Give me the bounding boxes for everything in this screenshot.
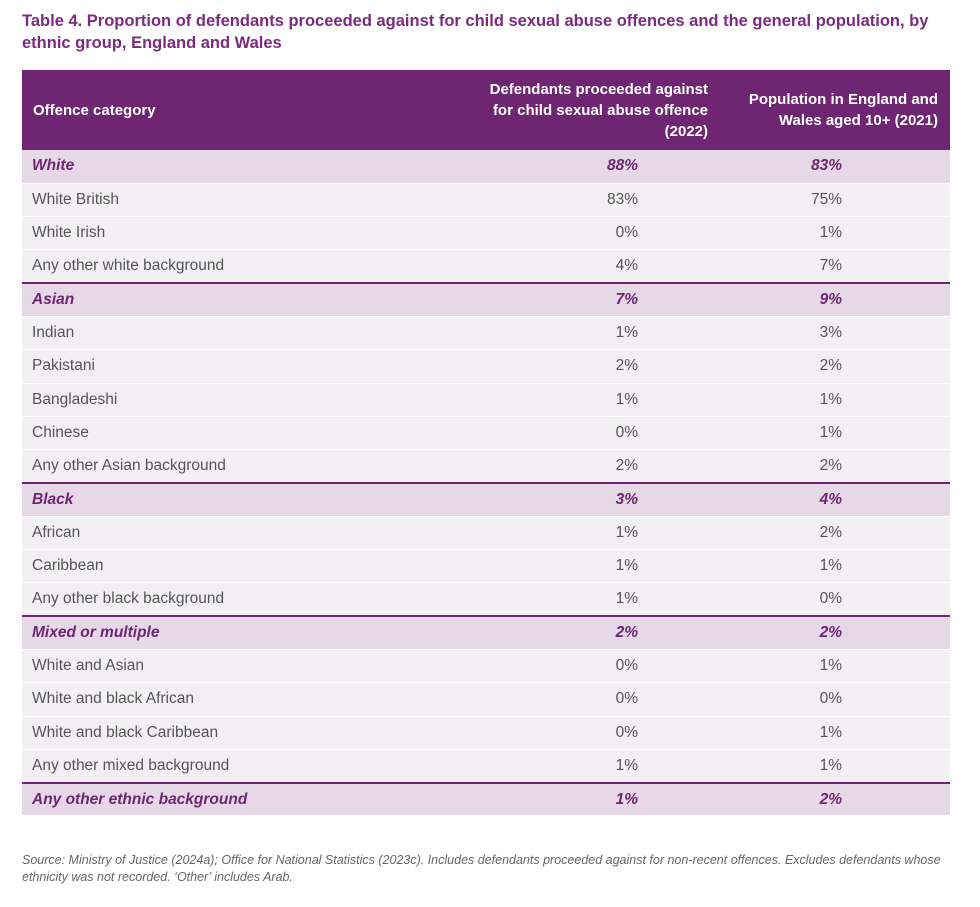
table-row: White and black Caribbean 0% 1% [22, 716, 950, 750]
table-row: Pakistani 2% 2% [22, 349, 950, 384]
population-cell: 83% [720, 150, 950, 184]
population-cell: 1% [720, 549, 950, 584]
defendants-cell: 0% [477, 649, 720, 684]
population-cell: 4% [720, 481, 950, 517]
defendants-cell: 0% [477, 716, 720, 750]
row-label: Black [22, 481, 477, 517]
row-label: Mixed or multiple [22, 615, 477, 650]
table-row: White Irish 0% 1% [22, 216, 950, 251]
row-label: Bangladeshi [22, 383, 477, 417]
group-row: Black 3% 4% [22, 481, 950, 517]
table-header-row: Offence category Defendants proceeded ag… [22, 70, 950, 150]
population-cell: 1% [720, 649, 950, 684]
table-row: Any other white background 4% 7% [22, 249, 950, 284]
defendants-cell: 2% [477, 349, 720, 384]
table-row: Indian 1% 3% [22, 316, 950, 351]
row-label: Any other mixed background [22, 749, 477, 784]
row-label: Any other ethnic background [22, 781, 477, 817]
defendants-cell: 1% [477, 516, 720, 551]
defendants-cell: 1% [477, 781, 720, 817]
row-label: African [22, 516, 477, 551]
population-cell: 2% [720, 615, 950, 650]
group-row: Asian 7% 9% [22, 282, 950, 317]
table-title: Table 4. Proportion of defendants procee… [22, 12, 929, 52]
row-label: White Irish [22, 216, 477, 251]
row-label: Pakistani [22, 349, 477, 384]
table-row: White and black African 0% 0% [22, 682, 950, 717]
defendants-cell: 1% [477, 582, 720, 617]
table-row: Any other black background 1% 0% [22, 582, 950, 617]
table-row: Chinese 0% 1% [22, 416, 950, 451]
row-label: White [22, 150, 477, 184]
defendants-cell: 2% [477, 449, 720, 484]
defendants-cell: 0% [477, 216, 720, 251]
row-label: Chinese [22, 416, 477, 451]
row-label: Any other Asian background [22, 449, 477, 484]
defendants-cell: 0% [477, 682, 720, 717]
table-row: Any other Asian background 2% 2% [22, 449, 950, 484]
defendants-cell: 1% [477, 383, 720, 417]
defendants-cell: 1% [477, 316, 720, 351]
defendants-cell: 1% [477, 549, 720, 584]
population-cell: 2% [720, 781, 950, 817]
population-cell: 0% [720, 682, 950, 717]
row-label: Caribbean [22, 549, 477, 584]
table-row: White and Asian 0% 1% [22, 649, 950, 684]
ethnicity-table: Offence category Defendants proceeded ag… [22, 70, 950, 817]
row-label: Any other white background [22, 249, 477, 284]
table-row: Bangladeshi 1% 1% [22, 383, 950, 417]
row-label: Asian [22, 282, 477, 317]
population-cell: 7% [720, 249, 950, 284]
defendants-cell: 4% [477, 249, 720, 284]
population-cell: 1% [720, 383, 950, 417]
source-note: Source: Ministry of Justice (2024a); Off… [22, 853, 941, 884]
population-cell: 2% [720, 516, 950, 551]
header-population: Population in England and Wales aged 10+… [720, 70, 950, 150]
row-label: White and black African [22, 682, 477, 717]
table-row: Caribbean 1% 1% [22, 549, 950, 584]
row-label: Indian [22, 316, 477, 351]
population-cell: 9% [720, 282, 950, 317]
header-offence-category: Offence category [22, 70, 477, 150]
row-label: White British [22, 183, 477, 218]
defendants-cell: 7% [477, 282, 720, 317]
row-label: Any other black background [22, 582, 477, 617]
population-cell: 0% [720, 582, 950, 617]
defendants-cell: 0% [477, 416, 720, 451]
population-cell: 2% [720, 449, 950, 484]
population-cell: 1% [720, 716, 950, 750]
group-row: White 88% 83% [22, 150, 950, 184]
table-row: African 1% 2% [22, 516, 950, 551]
population-cell: 1% [720, 216, 950, 251]
defendants-cell: 88% [477, 150, 720, 184]
row-label: White and black Caribbean [22, 716, 477, 750]
defendants-cell: 3% [477, 481, 720, 517]
header-defendants: Defendants proceeded against for child s… [477, 70, 720, 150]
table-body: White 88% 83% White British 83% 75% White Iris… [22, 150, 950, 817]
defendants-cell: 1% [477, 749, 720, 784]
defendants-cell: 83% [477, 183, 720, 218]
population-cell: 1% [720, 749, 950, 784]
table-row: White British 83% 75% [22, 183, 950, 218]
population-cell: 3% [720, 316, 950, 351]
table-row: Any other mixed background 1% 1% [22, 749, 950, 784]
population-cell: 2% [720, 349, 950, 384]
group-row: Any other ethnic background 1% 2% [22, 781, 950, 817]
row-label: White and Asian [22, 649, 477, 684]
defendants-cell: 2% [477, 615, 720, 650]
group-row: Mixed or multiple 2% 2% [22, 615, 950, 650]
population-cell: 75% [720, 183, 950, 218]
population-cell: 1% [720, 416, 950, 451]
